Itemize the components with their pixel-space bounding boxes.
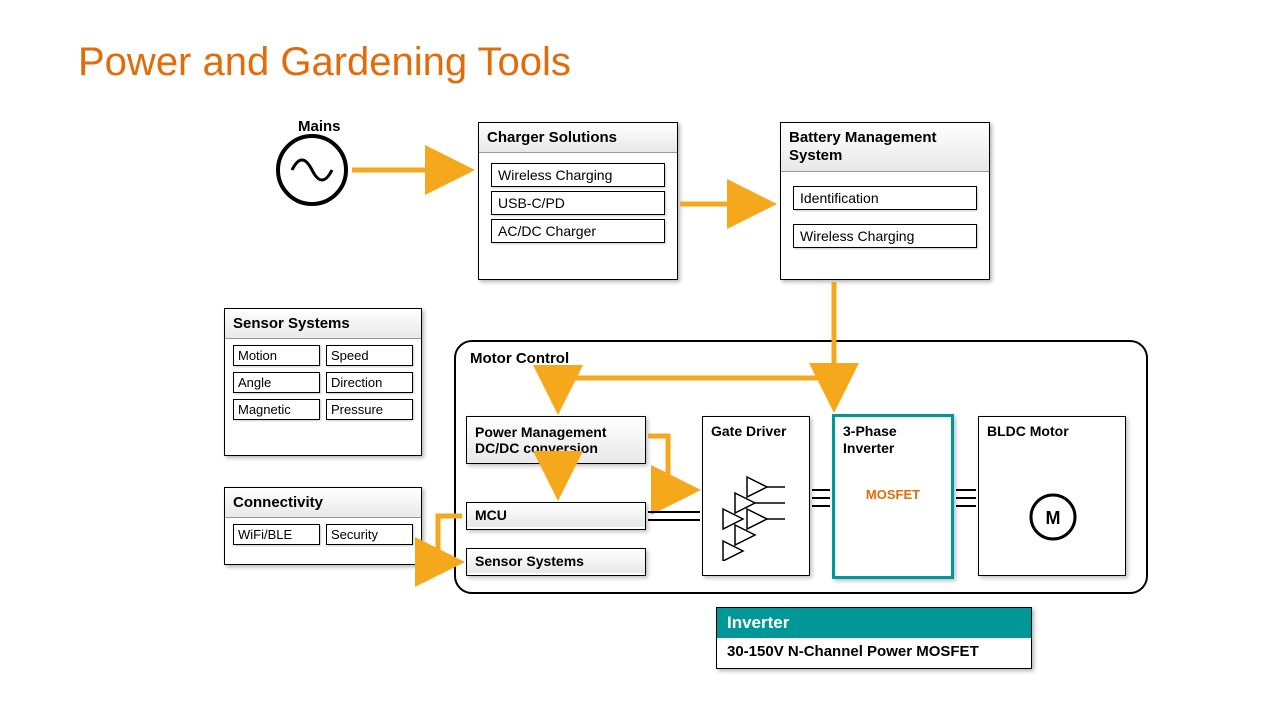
charger-solutions-box: Charger Solutions Wireless Charging USB-…	[478, 122, 678, 280]
charger-title: Charger Solutions	[479, 123, 677, 153]
footer-inverter-box: Inverter 30-150V N-Channel Power MOSFET	[716, 607, 1032, 669]
inverter-box: 3-Phase Inverter MOSFET	[832, 414, 954, 579]
mains-label: Mains	[298, 118, 341, 135]
sensor-systems-box: Sensor Systems Motion Speed Angle Direct…	[224, 308, 422, 456]
pm-line2: DC/DC conversion	[475, 440, 637, 456]
mcu-box: MCU	[466, 502, 646, 530]
inverter-label: 3-Phase Inverter	[835, 417, 951, 463]
connectivity-item: WiFi/BLE	[233, 524, 320, 545]
bms-item: Wireless Charging	[793, 224, 977, 248]
footer-sub: 30-150V N-Channel Power MOSFET	[717, 638, 1031, 665]
page-title: Power and Gardening Tools	[78, 40, 571, 85]
mains-symbol	[272, 128, 352, 208]
sensor-item: Motion	[233, 345, 320, 366]
footer-title: Inverter	[717, 608, 1031, 638]
charger-item: USB-C/PD	[491, 191, 665, 215]
sensor-item: Direction	[326, 372, 413, 393]
gate-driver-triangles-icon	[707, 471, 807, 561]
gate-driver-label: Gate Driver	[703, 417, 809, 446]
svg-text:M: M	[1046, 508, 1061, 528]
sensor-item: Angle	[233, 372, 320, 393]
gate-driver-box: Gate Driver	[702, 416, 810, 576]
bms-title: Battery Management System	[781, 123, 989, 172]
motor-control-title: Motor Control	[456, 342, 1146, 375]
charger-item: AC/DC Charger	[491, 219, 665, 243]
connectivity-title: Connectivity	[225, 488, 421, 518]
bms-item: Identification	[793, 186, 977, 210]
mosfet-label: MOSFET	[835, 487, 951, 502]
bldc-motor-box: BLDC Motor M	[978, 416, 1126, 576]
sensor-systems-inner: Sensor Systems	[466, 548, 646, 576]
charger-item: Wireless Charging	[491, 163, 665, 187]
sensors-title: Sensor Systems	[225, 309, 421, 339]
motor-icon: M	[1023, 487, 1083, 547]
bldc-label: BLDC Motor	[979, 417, 1125, 445]
sensor-item: Speed	[326, 345, 413, 366]
connectivity-item: Security	[326, 524, 413, 545]
sensor-item: Magnetic	[233, 399, 320, 420]
pm-line1: Power Management	[475, 424, 637, 440]
bms-box: Battery Management System Identification…	[780, 122, 990, 280]
power-mgmt-box: Power Management DC/DC conversion	[466, 416, 646, 464]
connectivity-box: Connectivity WiFi/BLE Security	[224, 487, 422, 565]
sensor-item: Pressure	[326, 399, 413, 420]
